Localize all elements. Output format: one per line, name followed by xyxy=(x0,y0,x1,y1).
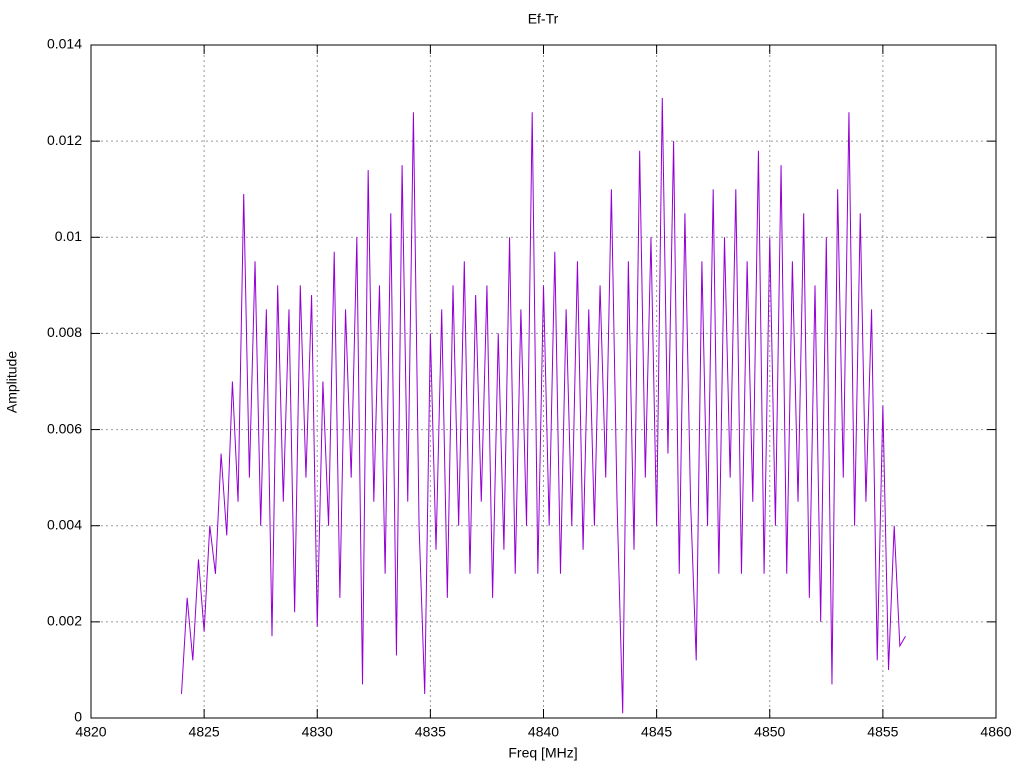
x-tick-label: 4840 xyxy=(528,724,559,740)
y-tick-label: 0.012 xyxy=(47,132,82,148)
x-tick-label: 4855 xyxy=(867,724,898,740)
y-axis-label: Amplitude xyxy=(4,351,20,413)
data-line xyxy=(181,97,906,714)
x-tick-label: 4860 xyxy=(980,724,1011,740)
x-tick-label: 4845 xyxy=(641,724,672,740)
x-tick-label: 4830 xyxy=(302,724,333,740)
y-tick-label: 0.014 xyxy=(47,36,82,52)
x-tick-label: 4850 xyxy=(754,724,785,740)
y-tick-label: 0.01 xyxy=(55,228,82,244)
plot-border xyxy=(90,44,997,719)
x-tick-label: 4825 xyxy=(189,724,220,740)
y-tick-label: 0 xyxy=(74,709,82,725)
y-tick-label: 0.006 xyxy=(47,420,82,436)
chart-title: Ef-Tr xyxy=(528,11,559,27)
y-tick-label: 0.002 xyxy=(47,613,82,629)
x-tick-label: 4820 xyxy=(75,724,106,740)
x-tick-label: 4835 xyxy=(415,724,446,740)
y-tick-label: 0.008 xyxy=(47,324,82,340)
y-tick-label: 0.004 xyxy=(47,516,82,532)
x-axis-label: Freq [MHz] xyxy=(508,745,577,761)
